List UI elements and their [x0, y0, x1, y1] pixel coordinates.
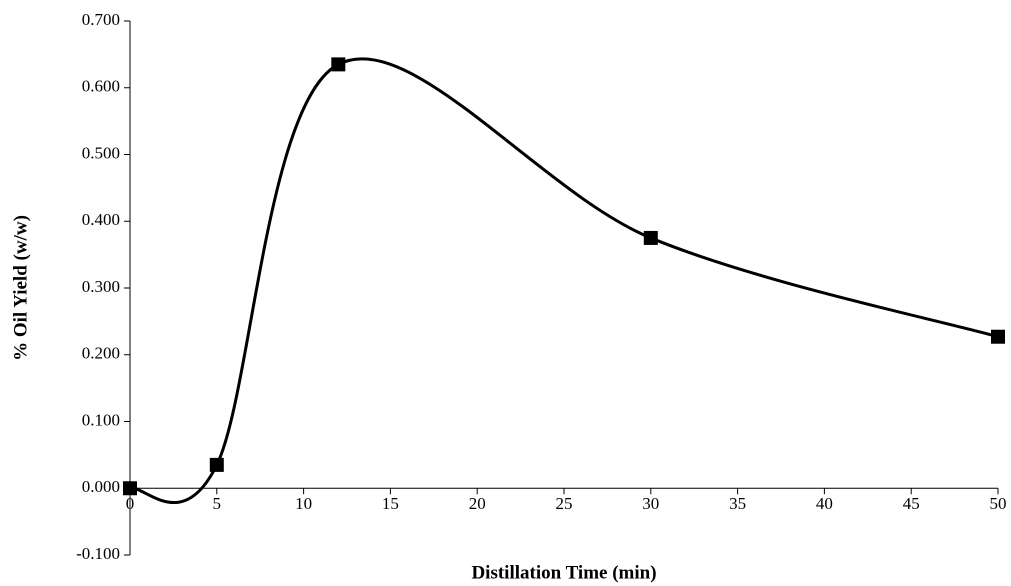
y-tick-label: 0.200	[82, 344, 120, 363]
x-tick-label: 10	[295, 494, 312, 513]
x-tick-label: 25	[556, 494, 573, 513]
x-tick-label: 5	[213, 494, 222, 513]
y-tick-label: 0.600	[82, 77, 120, 96]
x-tick-label: 35	[729, 494, 746, 513]
y-tick-label: 0.700	[82, 10, 120, 29]
line	[129, 57, 999, 504]
marker	[331, 57, 346, 72]
marker	[991, 329, 1005, 344]
x-tick-label: 45	[903, 494, 920, 513]
y-tick-label: 0.000	[82, 477, 120, 496]
y-tick-label: 0.100	[82, 410, 120, 429]
x-tick-label: 40	[816, 494, 833, 513]
x-tick-label: 30	[642, 494, 659, 513]
y-tick-label: 0.400	[82, 210, 120, 229]
marker	[643, 230, 658, 245]
y-tick-label: -0.100	[76, 544, 120, 563]
x-axis-title: Distillation Time (min)	[471, 562, 656, 583]
x-tick-label: 0	[126, 494, 135, 513]
marker	[209, 457, 224, 472]
y-axis-title: % Oil Yield (w/w)	[10, 215, 31, 361]
x-tick-label: 15	[382, 494, 399, 513]
marker	[123, 481, 137, 496]
x-tick-label: 20	[469, 494, 486, 513]
y-tick-label: 0.500	[82, 143, 120, 162]
x-tick-label: 50	[990, 494, 1007, 513]
y-tick-label: 0.300	[82, 277, 120, 296]
